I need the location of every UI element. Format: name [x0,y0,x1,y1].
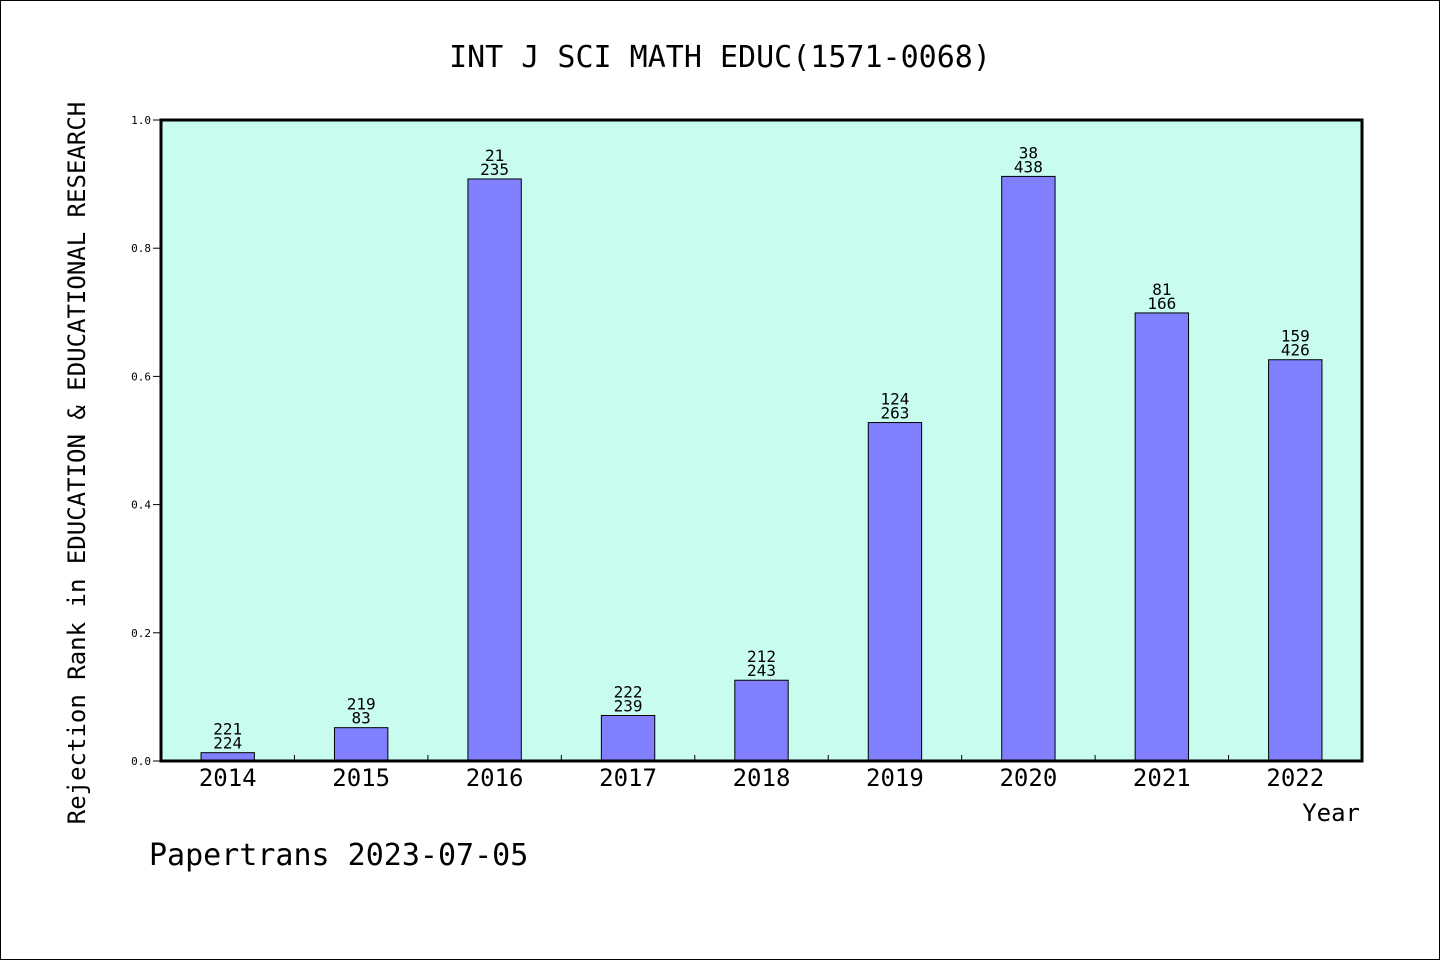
bar-label-bottom: 243 [747,661,776,680]
bar-2022 [1268,359,1323,762]
bar-label-top: 219 [347,695,376,714]
y-tick-label: 0.4 [131,499,151,512]
chart-title: INT J SCI MATH EDUC(1571-0068) [449,40,991,75]
y-tick-label: 1.0 [131,114,151,127]
x-axis-label: Year [1302,799,1360,827]
bar-label-bottom: 426 [1281,341,1310,360]
bar-label-top: 124 [880,390,909,409]
y-tick-label: 0.2 [131,627,151,640]
x-tick-label: 2021 [1133,764,1191,792]
bar-label-top: 21 [485,146,504,165]
bar-2016 [467,178,522,762]
bar-label-top: 38 [1019,143,1038,162]
y-axis-label: Rejection Rank in EDUCATION & EDUCATIONA… [63,102,91,824]
bar-label-bottom: 166 [1147,294,1176,313]
bar-2020 [1001,175,1056,762]
bar-2015 [333,727,389,762]
x-tick-label: 2017 [599,764,657,792]
bar-label-top: 212 [747,647,776,666]
x-tick-label: 2020 [999,764,1057,792]
x-tick-label: 2016 [466,764,524,792]
y-tick-label: 0.8 [131,242,151,255]
bar-label-top: 221 [213,720,242,739]
y-axis-ticks: 0.0 0.2 0.4 0.6 0.8 1.0 [131,114,161,768]
bar-2017 [600,714,656,762]
bar-label-bottom: 83 [352,709,371,728]
bar-label-top: 81 [1152,280,1171,299]
x-tick-label: 2019 [866,764,924,792]
footer-text: Papertrans 2023-07-05 [149,838,528,873]
bar-label-bottom: 224 [213,734,242,753]
x-tick-label: 2022 [1266,764,1324,792]
plot-border [159,118,1364,763]
bar-2018 [734,679,789,762]
y-tick-label: 0.0 [131,755,151,768]
x-tick-label: 2015 [332,764,390,792]
bar-label-bottom: 263 [880,404,909,423]
x-tick-label: 2018 [733,764,791,792]
y-tick-label: 0.6 [131,370,151,383]
bar-label-top: 159 [1281,327,1310,346]
x-tick-label: 2014 [199,764,257,792]
bar-label-bottom: 239 [614,696,643,715]
x-axis-ticks: 2014 2015 2016 2017 2018 2019 2020 2021 2022 [199,755,1324,792]
bar-label-top: 222 [614,682,643,701]
bar-label-bottom: 235 [480,160,509,179]
bar-2019 [867,422,923,762]
bar-label-bottom: 438 [1014,157,1043,176]
bar-2021 [1134,312,1190,762]
